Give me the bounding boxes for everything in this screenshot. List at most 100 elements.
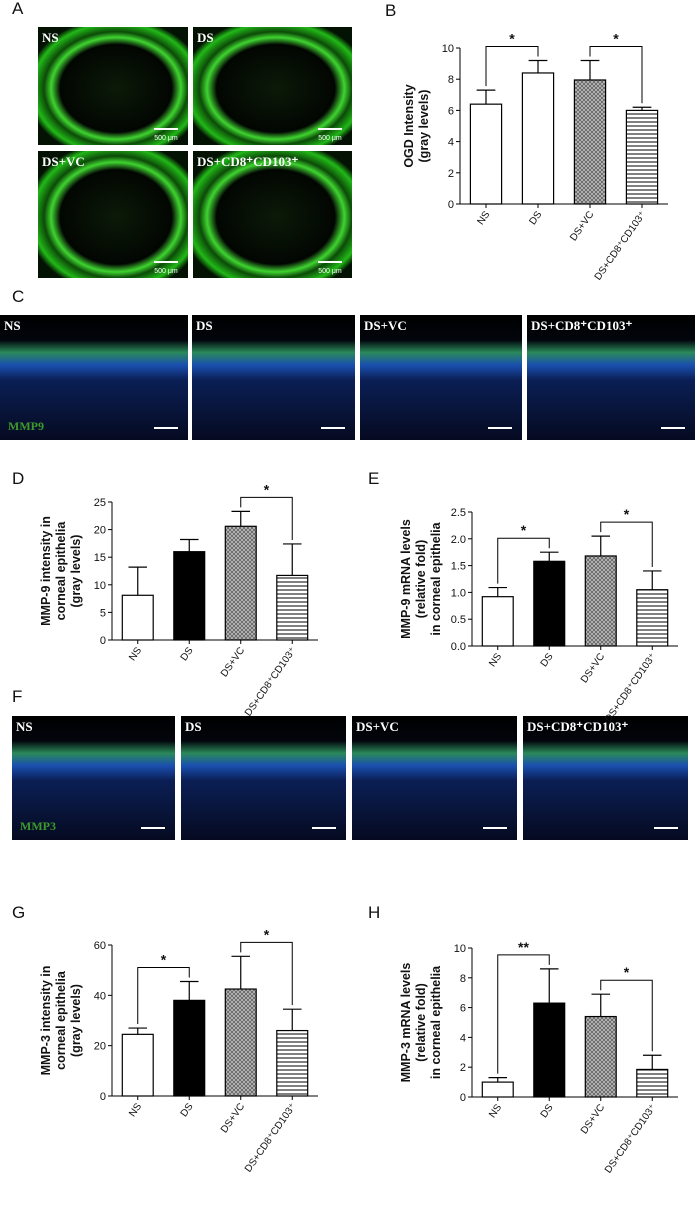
y-axis-label: (gray levels) [69, 535, 83, 608]
panel-letter: G [12, 903, 25, 922]
bar [636, 589, 669, 647]
y-axis-label: in corneal epithelia [429, 965, 443, 1079]
scale-label: 500 μm [154, 135, 178, 142]
image-label: DS+VC [42, 154, 85, 169]
significance-label: * [264, 926, 270, 942]
y-tick-label: 0 [100, 635, 106, 647]
image-label: NS [42, 30, 59, 45]
y-tick-label: 5 [100, 607, 106, 619]
image-label: DS+VC [364, 318, 407, 333]
x-tick-label: NS [127, 1101, 144, 1119]
x-tick-label: DS [539, 1102, 556, 1120]
x-tick-label: DS [179, 1101, 196, 1119]
y-tick-label: 2.5 [451, 507, 466, 519]
bar [121, 1033, 154, 1097]
y-tick-label: 1.5 [451, 561, 466, 573]
y-tick-label: 10 [442, 43, 454, 55]
micrograph [527, 315, 695, 440]
y-axis-label: MMP-3 mRNA levels [399, 963, 413, 1083]
y-tick-label: 40 [94, 990, 106, 1002]
significance-bracket [240, 496, 293, 540]
y-tick-label: 4 [448, 137, 454, 149]
micrograph [0, 315, 188, 440]
y-tick-label: 6 [448, 105, 454, 117]
significance-label: * [624, 964, 630, 980]
image-label: DS+CD8⁺CD103⁺ [197, 154, 298, 169]
significance-label: * [509, 30, 515, 46]
y-tick-label: 8 [448, 74, 454, 86]
micrograph [360, 315, 522, 440]
x-tick-label: NS [475, 209, 492, 227]
y-tick-label: 2 [460, 1062, 466, 1074]
panel-letter: H [368, 903, 380, 922]
panel-letter: F [12, 687, 22, 706]
image-label: DS [196, 318, 213, 333]
x-tick-label: DS [527, 209, 544, 227]
bar [481, 596, 514, 647]
y-tick-label: 2 [448, 168, 454, 180]
micrograph [38, 151, 188, 278]
y-axis-label: OGD Intensity [402, 84, 416, 167]
y-axis-label: (relative fold) [414, 983, 428, 1062]
y-tick-label: 10 [454, 943, 466, 955]
x-tick-label: DS+VC [219, 645, 247, 679]
image-label: DS+CD8⁺CD103⁺ [527, 719, 628, 734]
bar [533, 560, 566, 647]
image-label: DS+VC [356, 719, 399, 734]
bar [521, 72, 555, 205]
significance-label: * [521, 522, 527, 538]
x-tick-label: DS [179, 645, 196, 663]
significance-bracket [600, 521, 653, 567]
scale-label: 500 μm [318, 135, 342, 142]
y-axis-label: MMP-9 intensity in [39, 516, 53, 626]
y-tick-label: 0 [448, 199, 454, 211]
x-tick-label: DS+CD8⁺CD103⁺ [593, 209, 649, 282]
x-tick-label: DS+CD8⁺CD103⁺ [603, 1102, 659, 1175]
bar [636, 1068, 669, 1098]
y-axis-label: corneal epithelia [54, 521, 68, 621]
y-tick-label: 15 [94, 552, 106, 564]
x-tick-label: DS+VC [219, 1101, 247, 1135]
x-tick-label: DS+CD8⁺CD103⁺ [603, 651, 659, 724]
y-tick-label: 20 [94, 1041, 106, 1053]
y-axis-label: (relative fold) [414, 540, 428, 619]
x-tick-label: DS+VC [579, 651, 607, 685]
bar [276, 574, 309, 641]
x-tick-label: NS [487, 651, 504, 669]
y-tick-label: 0.0 [451, 641, 466, 653]
image-label: NS [4, 318, 21, 333]
panel-letter: C [12, 287, 24, 306]
y-tick-label: 0.5 [451, 614, 466, 626]
micrograph [352, 716, 517, 840]
image-label: DS [185, 719, 202, 734]
significance-bracket [240, 941, 293, 1006]
significance-bracket [589, 45, 643, 104]
micrograph [193, 27, 352, 145]
panel-letter: D [12, 469, 24, 488]
x-tick-label: DS+CD8⁺CD103⁺ [243, 1101, 299, 1174]
significance-bracket [137, 966, 190, 1025]
bar [469, 103, 503, 205]
significance-bracket [497, 954, 550, 1074]
x-tick-label: DS+VC [568, 209, 596, 243]
micrograph [12, 716, 175, 840]
x-tick-label: DS [539, 651, 556, 669]
x-tick-label: DS+CD8⁺CD103⁺ [243, 645, 299, 718]
bar [481, 1081, 514, 1098]
significance-bracket [485, 45, 539, 87]
y-tick-label: 60 [94, 940, 106, 952]
bar [224, 988, 257, 1097]
significance-label: * [161, 951, 167, 967]
y-tick-label: 10 [94, 580, 106, 592]
stain-label: MMP3 [20, 819, 56, 833]
x-tick-label: DS+VC [579, 1102, 607, 1136]
scale-label: 500 μm [154, 268, 178, 275]
panel-letter: B [385, 1, 396, 20]
y-tick-label: 20 [94, 525, 106, 537]
micrograph [523, 716, 688, 840]
x-tick-label: NS [127, 645, 144, 663]
bar [625, 109, 659, 205]
image-label: NS [16, 719, 33, 734]
y-tick-label: 0 [460, 1092, 466, 1104]
